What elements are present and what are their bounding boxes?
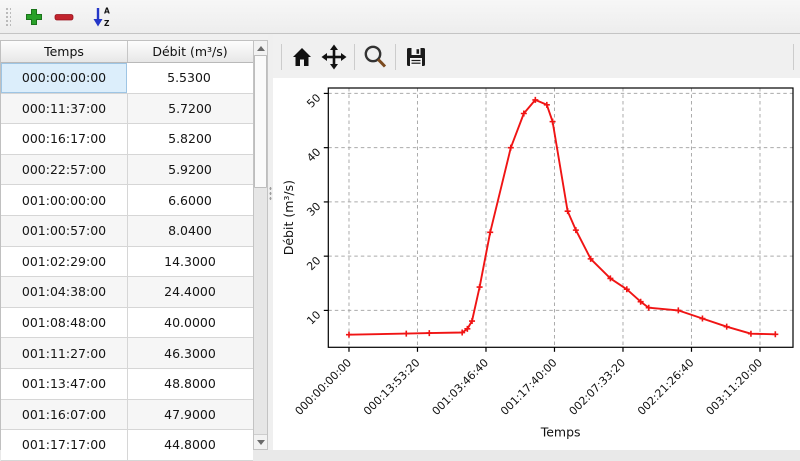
table-cell[interactable]: 8.0400: [168, 223, 212, 239]
x-tick-label: 000:00:00:00: [293, 356, 355, 418]
chart-toolbar: [273, 36, 800, 78]
y-tick-label: 20: [304, 254, 323, 273]
chart-pane: 000:00:00:00 000:13:53:20 001:03:46:40 001:…: [273, 34, 800, 450]
splitter-grip-icon: [269, 186, 272, 202]
data-point-markers: [345, 96, 779, 338]
toolbar-separator: [793, 44, 794, 70]
hydrograph-table: Temps Débit (m³/s) 000:00:00:00 5.5300 000…: [0, 40, 253, 461]
table-cell[interactable]: 6.6000: [168, 192, 212, 208]
table-cell[interactable]: 001:02:29:00: [1, 246, 128, 277]
triangle-down-icon: [256, 439, 265, 445]
column-header-debit[interactable]: Débit (m³/s): [152, 44, 228, 59]
x-tick-label: 000:13:53:20: [361, 356, 423, 418]
table-cell[interactable]: 001:00:57:00: [1, 215, 128, 246]
pane-splitter[interactable]: [268, 34, 273, 450]
pan-button[interactable]: [318, 40, 350, 74]
table-row[interactable]: 000:16:17:00 5.8200: [1, 124, 253, 155]
toolbar-separator: [281, 44, 282, 70]
hydrograph-chart[interactable]: 000:00:00:00 000:13:53:20 001:03:46:40 001:…: [273, 78, 800, 450]
x-tick-label: 002:07:33:20: [567, 356, 629, 418]
table-row[interactable]: 001:11:27:00 46.3000: [1, 338, 253, 369]
zoom-button[interactable]: [359, 40, 391, 74]
table-cell[interactable]: 000:22:57:00: [1, 154, 128, 185]
table-row[interactable]: 000:11:37:00 5.7200: [1, 93, 253, 125]
table-row[interactable]: 001:16:07:00 47.9000: [1, 399, 253, 431]
table-cell[interactable]: 001:13:47:00: [1, 368, 128, 399]
plus-icon: [26, 8, 42, 25]
table-row[interactable]: 001:04:38:00 24.4000: [1, 277, 253, 308]
table-cell[interactable]: 14.3000: [164, 253, 216, 269]
table-cell[interactable]: 001:11:27:00: [1, 338, 128, 368]
x-tick-label: 001:17:40:00: [498, 356, 560, 418]
save-button[interactable]: [400, 40, 432, 74]
table-cell[interactable]: 5.7200: [168, 100, 212, 116]
table-row[interactable]: 001:13:47:00 48.8000: [1, 368, 253, 400]
sort-az-icon: A Z: [93, 6, 110, 28]
table-cell[interactable]: 48.8000: [164, 376, 216, 392]
chart-figure[interactable]: 000:00:00:00 000:13:53:20 001:03:46:40 001:…: [273, 78, 800, 450]
table-row[interactable]: 001:02:29:00 14.3000: [1, 246, 253, 278]
table-cell[interactable]: 24.4000: [164, 284, 216, 300]
floppy-disk-icon: [407, 48, 425, 66]
toolbar-separator: [395, 44, 396, 70]
table-cell[interactable]: 000:00:00:00: [1, 63, 127, 93]
scroll-up-button[interactable]: [254, 41, 267, 56]
table-cell[interactable]: 47.9000: [164, 406, 216, 422]
column-header-temps[interactable]: Temps: [1, 41, 128, 62]
table-cell[interactable]: 5.8200: [168, 131, 212, 147]
x-tick-label: 001:03:46:40: [430, 356, 492, 418]
table-cell[interactable]: 44.8000: [164, 437, 216, 453]
scrollbar-thumb[interactable]: [254, 55, 267, 188]
table-row[interactable]: 001:00:57:00 8.0400: [1, 215, 253, 247]
x-tick-label: 002:21:26:40: [635, 356, 697, 418]
table-cell[interactable]: 001:16:07:00: [1, 399, 128, 430]
svg-text:A: A: [104, 6, 110, 15]
y-tick-label: 30: [304, 200, 323, 219]
triangle-up-icon: [256, 45, 265, 51]
add-row-button[interactable]: [19, 3, 49, 31]
toolbar-separator: [354, 44, 355, 70]
table-cell[interactable]: 40.0000: [164, 315, 216, 331]
remove-row-button[interactable]: [49, 3, 79, 31]
pan-icon: [321, 44, 347, 70]
table-cell[interactable]: 001:17:17:00: [1, 430, 128, 460]
table-body: 000:00:00:00 5.5300 000:11:37:00 5.7200 000:…: [1, 63, 253, 461]
table-cell[interactable]: 5.5300: [167, 70, 211, 86]
table-cell[interactable]: 46.3000: [164, 345, 216, 361]
table-cell[interactable]: 001:00:00:00: [1, 185, 128, 215]
y-tick-label: 10: [304, 308, 323, 327]
table-scrollbar[interactable]: [253, 40, 268, 450]
scroll-down-button[interactable]: [254, 434, 267, 449]
table-cell[interactable]: 000:11:37:00: [1, 93, 128, 124]
sort-button[interactable]: A Z: [87, 3, 117, 31]
home-button[interactable]: [286, 40, 318, 74]
x-axis-label: Temps: [540, 424, 581, 439]
y-axis-label: Débit (m³/s): [281, 180, 296, 255]
table-row[interactable]: 000:00:00:00 5.5300: [1, 63, 253, 94]
table-row[interactable]: 000:22:57:00 5.9200: [1, 154, 253, 186]
table-cell[interactable]: 001:08:48:00: [1, 307, 128, 338]
table-row[interactable]: 001:17:17:00 44.8000: [1, 430, 253, 461]
table-cell[interactable]: 001:04:38:00: [1, 277, 128, 307]
table-row[interactable]: 001:08:48:00 40.0000: [1, 307, 253, 339]
y-tick-label: 40: [304, 146, 323, 165]
table-cell[interactable]: 5.9200: [168, 162, 212, 178]
table-header: Temps Débit (m³/s): [1, 41, 253, 63]
x-tick-label: 003:11:20:00: [704, 356, 766, 418]
main-toolbar: A Z: [0, 0, 800, 34]
toolbar-grip-handle[interactable]: [4, 5, 11, 28]
home-icon: [293, 48, 311, 66]
svg-text:Z: Z: [104, 19, 110, 28]
minus-icon: [54, 13, 74, 20]
y-tick-label: 50: [304, 91, 323, 110]
magnifier-icon: [364, 45, 387, 68]
table-cell[interactable]: 000:16:17:00: [1, 124, 128, 154]
hydrograph-line: [348, 98, 776, 336]
table-row[interactable]: 001:00:00:00 6.6000: [1, 185, 253, 216]
